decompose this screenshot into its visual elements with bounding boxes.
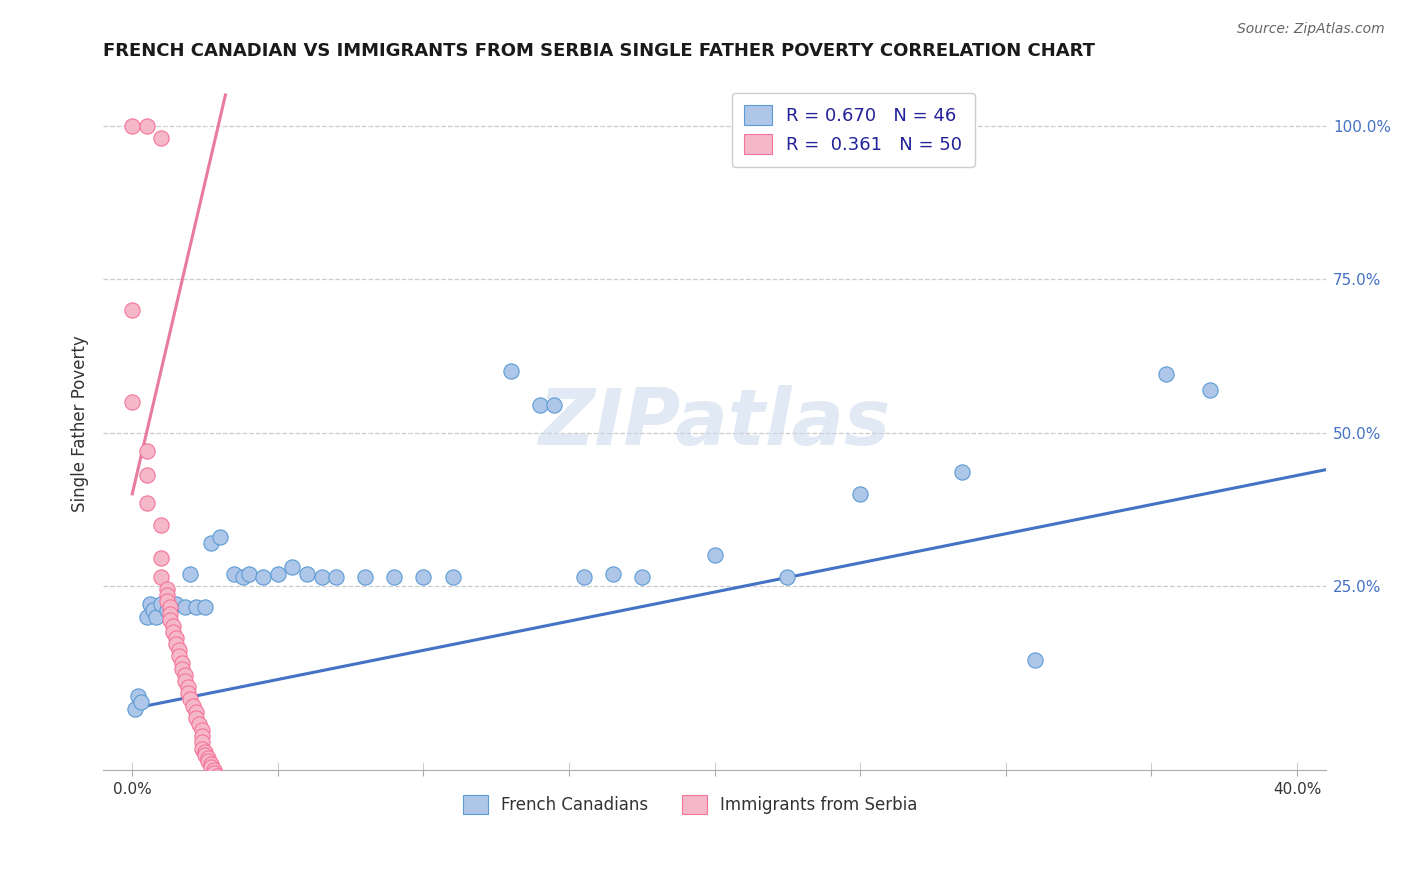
Point bbox=[186, 600, 208, 615]
Point bbox=[630, 570, 652, 584]
Point bbox=[156, 582, 179, 596]
Point bbox=[150, 570, 173, 584]
Point bbox=[200, 536, 222, 550]
Point bbox=[197, 754, 219, 768]
Point bbox=[529, 398, 551, 412]
Point bbox=[135, 444, 157, 458]
Point bbox=[267, 566, 290, 581]
Point bbox=[703, 548, 725, 562]
Point bbox=[165, 631, 187, 645]
Point bbox=[208, 778, 231, 792]
Point bbox=[1198, 383, 1220, 397]
Point bbox=[191, 723, 214, 738]
Point bbox=[170, 656, 193, 670]
Point bbox=[176, 680, 198, 694]
Point bbox=[202, 766, 225, 780]
Point bbox=[135, 609, 157, 624]
Point bbox=[224, 566, 246, 581]
Point bbox=[188, 717, 211, 731]
Point bbox=[150, 517, 173, 532]
Point bbox=[156, 603, 179, 617]
Point bbox=[191, 729, 214, 743]
Point bbox=[121, 119, 143, 133]
Point bbox=[950, 466, 973, 480]
Point bbox=[602, 566, 624, 581]
Point bbox=[142, 603, 165, 617]
Y-axis label: Single Father Poverty: Single Father Poverty bbox=[72, 334, 89, 512]
Point bbox=[186, 711, 208, 725]
Point bbox=[382, 570, 405, 584]
Point bbox=[191, 735, 214, 749]
Point bbox=[205, 769, 228, 783]
Point bbox=[165, 597, 187, 611]
Point bbox=[354, 570, 377, 584]
Point bbox=[167, 649, 190, 664]
Point bbox=[173, 668, 195, 682]
Point bbox=[200, 760, 222, 774]
Point bbox=[150, 597, 173, 611]
Point bbox=[186, 705, 208, 719]
Text: Source: ZipAtlas.com: Source: ZipAtlas.com bbox=[1237, 22, 1385, 37]
Point bbox=[156, 594, 179, 608]
Point bbox=[121, 302, 143, 317]
Point bbox=[499, 364, 522, 378]
Legend: French Canadians, Immigrants from Serbia: French Canadians, Immigrants from Serbia bbox=[453, 785, 928, 824]
Point bbox=[325, 570, 347, 584]
Point bbox=[170, 662, 193, 676]
Point bbox=[159, 600, 181, 615]
Point bbox=[165, 637, 187, 651]
Point bbox=[159, 600, 181, 615]
Point bbox=[138, 597, 160, 611]
Point bbox=[197, 750, 219, 764]
Point bbox=[156, 588, 179, 602]
Point bbox=[281, 560, 304, 574]
Point bbox=[162, 619, 184, 633]
Point bbox=[173, 600, 195, 615]
Point bbox=[543, 398, 565, 412]
Point bbox=[252, 570, 274, 584]
Point bbox=[127, 690, 149, 704]
Point bbox=[135, 119, 157, 133]
Point bbox=[441, 570, 464, 584]
Point bbox=[232, 570, 254, 584]
Point bbox=[150, 551, 173, 566]
Point bbox=[776, 570, 799, 584]
Point bbox=[135, 468, 157, 483]
Point bbox=[849, 487, 872, 501]
Point bbox=[205, 772, 228, 787]
Point bbox=[159, 613, 181, 627]
Point bbox=[179, 566, 201, 581]
Point bbox=[208, 775, 231, 789]
Point bbox=[202, 763, 225, 777]
Point bbox=[179, 692, 201, 706]
Point bbox=[572, 570, 595, 584]
Point bbox=[173, 673, 195, 688]
Point bbox=[150, 131, 173, 145]
Point bbox=[176, 686, 198, 700]
Point bbox=[135, 496, 157, 510]
Point bbox=[200, 756, 222, 771]
Point bbox=[159, 607, 181, 621]
Point bbox=[145, 609, 167, 624]
Point bbox=[1154, 368, 1177, 382]
Point bbox=[238, 566, 260, 581]
Point bbox=[167, 643, 190, 657]
Point bbox=[129, 696, 152, 710]
Text: ZIPatlas: ZIPatlas bbox=[538, 385, 891, 461]
Point bbox=[191, 741, 214, 756]
Point bbox=[208, 530, 231, 544]
Point bbox=[121, 394, 143, 409]
Point bbox=[194, 600, 217, 615]
Point bbox=[295, 566, 318, 581]
Point bbox=[412, 570, 434, 584]
Point bbox=[162, 624, 184, 639]
Point bbox=[194, 747, 217, 762]
Point bbox=[194, 745, 217, 759]
Point bbox=[183, 698, 205, 713]
Text: FRENCH CANADIAN VS IMMIGRANTS FROM SERBIA SINGLE FATHER POVERTY CORRELATION CHAR: FRENCH CANADIAN VS IMMIGRANTS FROM SERBI… bbox=[103, 42, 1095, 60]
Point bbox=[124, 701, 146, 715]
Point bbox=[311, 570, 333, 584]
Point bbox=[1024, 652, 1046, 666]
